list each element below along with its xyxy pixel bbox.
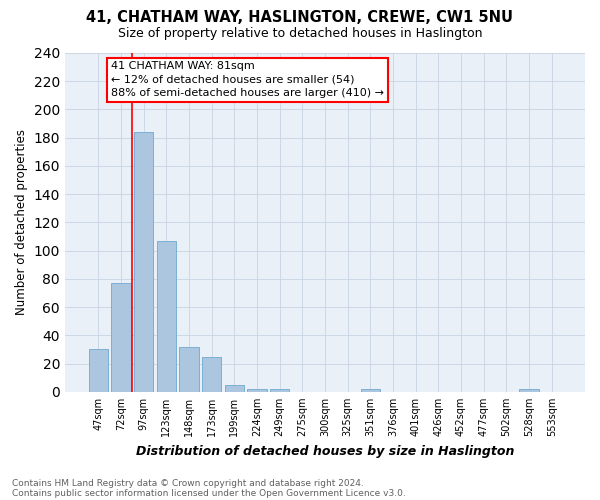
Bar (89, 350, 108, 392)
Text: 41, CHATHAM WAY, HASLINGTON, CREWE, CW1 5NU: 41, CHATHAM WAY, HASLINGTON, CREWE, CW1 … (86, 10, 514, 25)
Bar (157, 241, 176, 392)
Bar (520, 389, 539, 392)
Bar (224, 384, 244, 392)
Bar (247, 389, 266, 392)
Bar (111, 283, 131, 392)
Text: 41 CHATHAM WAY: 81sqm
← 12% of detached houses are smaller (54)
88% of semi-deta: 41 CHATHAM WAY: 81sqm ← 12% of detached … (111, 62, 384, 98)
Bar (270, 389, 289, 392)
Bar (134, 132, 153, 392)
Text: Size of property relative to detached houses in Haslington: Size of property relative to detached ho… (118, 28, 482, 40)
Bar (361, 389, 380, 392)
Y-axis label: Number of detached properties: Number of detached properties (15, 130, 28, 316)
Text: Contains HM Land Registry data © Crown copyright and database right 2024.: Contains HM Land Registry data © Crown c… (12, 478, 364, 488)
Bar (179, 346, 199, 392)
Bar (202, 356, 221, 392)
X-axis label: Distribution of detached houses by size in Haslington: Distribution of detached houses by size … (136, 444, 514, 458)
Text: Contains public sector information licensed under the Open Government Licence v3: Contains public sector information licen… (12, 488, 406, 498)
